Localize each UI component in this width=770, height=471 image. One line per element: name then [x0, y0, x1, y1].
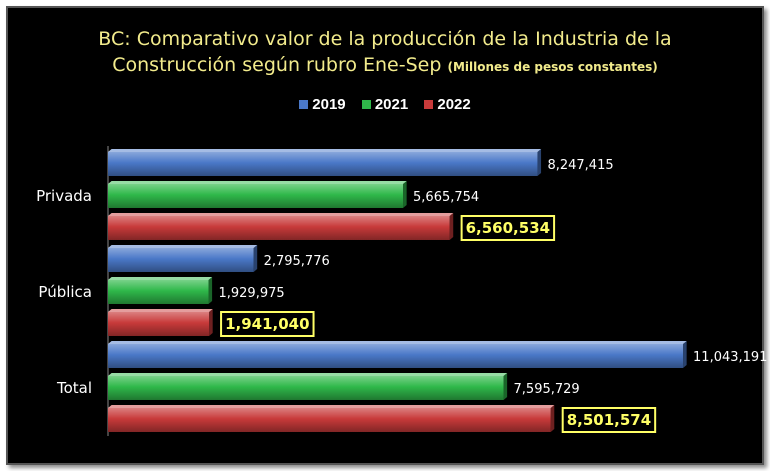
bar-2022-privada — [108, 216, 450, 240]
bar-top-2019 — [108, 341, 687, 344]
bar-cap-2022 — [209, 309, 213, 336]
value-label: 11,043,191 — [693, 350, 767, 365]
legend-item-2022: 2022 — [424, 96, 471, 113]
bar-top-2022 — [108, 405, 555, 408]
bar-cap-2021 — [208, 277, 213, 304]
value-label: 7,595,729 — [514, 382, 580, 397]
category-label: Total — [56, 379, 92, 397]
bar-top-2021 — [108, 373, 508, 376]
bar-cap-2021 — [503, 373, 508, 400]
legend-item-2021: 2021 — [361, 96, 409, 113]
legend-swatch-2021 — [361, 100, 371, 109]
bar-top-2019 — [108, 149, 542, 152]
value-label: 8,501,574 — [567, 411, 651, 429]
bar-top-2021 — [108, 181, 407, 184]
bar-cap-2019 — [537, 149, 542, 176]
title-line-2: Construcción según rubro Ene-Sep — [112, 54, 442, 76]
bar-top-2022 — [108, 309, 213, 312]
bars-group: 8,247,415 5,665,754 6,560,534 2,795,776 1,92… — [108, 149, 767, 433]
bar-cap-2022 — [449, 213, 454, 240]
bar-2021-total — [108, 376, 504, 400]
value-label: 5,665,754 — [413, 190, 479, 205]
bar-2019-privada — [108, 152, 538, 176]
value-label: 2,795,776 — [264, 254, 330, 269]
bar-cap-2021 — [403, 181, 407, 208]
legend-label-2019: 2019 — [312, 96, 346, 113]
legend: 2019 2021 2022 — [0, 96, 770, 113]
value-label: 8,247,415 — [547, 158, 613, 173]
value-label: 6,560,534 — [466, 219, 550, 237]
axis-group: Privada Pública Total — [36, 146, 109, 436]
legend-swatch-2019 — [299, 100, 309, 109]
chart-title: BC: Comparativo valor de la producción d… — [0, 26, 770, 80]
legend-label-2021: 2021 — [374, 96, 409, 113]
bar-2019-pública — [108, 248, 254, 272]
bar-2021-privada — [108, 184, 404, 208]
legend-item-2019: 2019 — [299, 96, 346, 113]
legend-swatch-2022 — [424, 100, 434, 109]
highlight-box — [460, 215, 556, 241]
legend-label-2022: 2022 — [437, 96, 471, 113]
title-line-1: BC: Comparativo valor de la producción d… — [98, 28, 672, 50]
bar-cap-2019 — [253, 245, 258, 272]
value-label: 1,941,040 — [225, 315, 309, 333]
bar-2022-pública — [108, 312, 210, 336]
bar-top-2019 — [108, 245, 258, 248]
bar-2022-total — [108, 408, 551, 432]
bar-2021-pública — [108, 280, 209, 304]
bar-cap-2019 — [683, 341, 687, 368]
bar-top-2022 — [108, 213, 454, 216]
category-label: Pública — [38, 283, 92, 301]
bar-top-2021 — [108, 277, 213, 280]
highlight-box — [220, 311, 315, 337]
highlight-box — [561, 407, 657, 433]
chart-subtitle: (Millones de pesos constantes) — [447, 60, 658, 74]
bar-cap-2022 — [550, 405, 555, 432]
category-label: Privada — [36, 187, 92, 205]
bar-2019-total — [108, 344, 684, 368]
value-label: 1,929,975 — [218, 286, 284, 301]
